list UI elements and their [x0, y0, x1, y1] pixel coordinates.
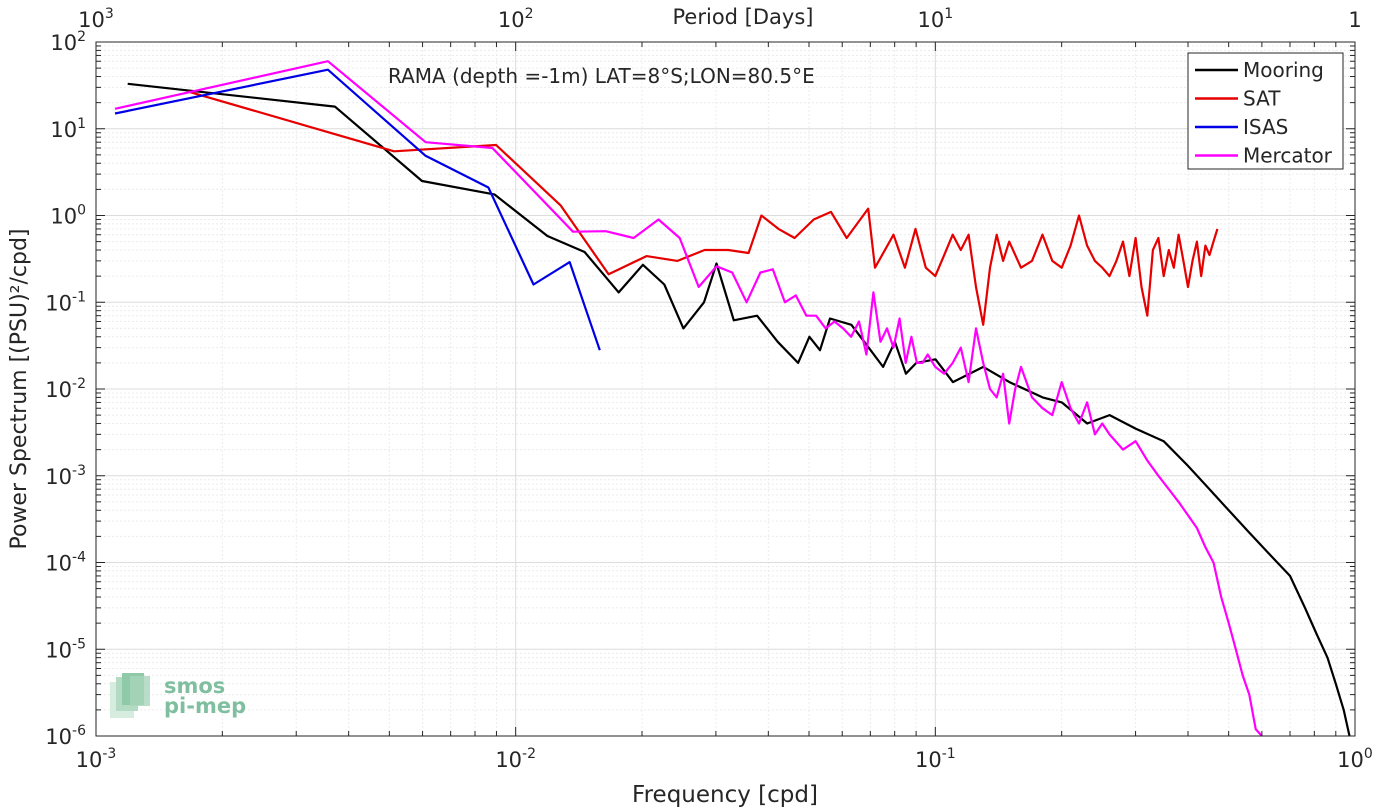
x-tick-label: 100 [1337, 746, 1373, 772]
y-tick-label: 10-4 [45, 550, 86, 576]
legend-label-mercator: Mercator [1243, 144, 1333, 168]
series-line-mercator [114, 60, 1263, 737]
top-axis-label: Period [Days] [673, 5, 814, 29]
series-line-mooring [127, 82, 1351, 737]
legend: Mooring SAT ISAS Mercator [1187, 52, 1344, 170]
y-axis-label: Power Spectrum [(PSU)²/cpd] [7, 228, 32, 549]
x-axis-label: Frequency [cpd] [632, 782, 818, 808]
legend-label-sat: SAT [1243, 87, 1281, 111]
ticks-layer [95, 41, 1356, 737]
top-tick-label: 102 [498, 6, 534, 32]
top-tick-label: 1 [1348, 8, 1361, 32]
series-layer [114, 60, 1351, 737]
logo-text-smos: smos [164, 674, 225, 698]
logo-mark-layer [130, 676, 150, 706]
y-tick-label: 10-2 [45, 376, 86, 402]
smos-pi-mep-logo: smos pi-mep [110, 673, 246, 718]
series-line-sat [186, 90, 1219, 326]
legend-label-isas: ISAS [1243, 115, 1288, 139]
x-tick-label: 10-2 [495, 746, 536, 772]
y-tick-label: 10-1 [45, 289, 86, 315]
x-tick-label: 10-1 [915, 746, 956, 772]
y-tick-label: 101 [50, 116, 86, 142]
chart-title: RAMA (depth =-1m) LAT=8°S;LON=80.5°E [388, 64, 815, 88]
series-line-isas [114, 68, 601, 351]
legend-label-mooring: Mooring [1243, 58, 1324, 82]
y-tick-label: 10-3 [45, 463, 86, 489]
y-tick-label: 10-6 [45, 723, 86, 749]
minor-grid [96, 42, 1355, 736]
top-tick-label: 103 [78, 6, 114, 32]
logo-text-pi-mep: pi-mep [164, 694, 246, 718]
top-tick-label: 101 [918, 6, 954, 32]
legend-box [1187, 52, 1344, 170]
y-tick-label: 100 [50, 203, 86, 229]
x-tick-label: 10-3 [76, 746, 117, 772]
y-tick-label: 10-5 [45, 636, 86, 662]
y-tick-label: 102 [50, 29, 86, 55]
